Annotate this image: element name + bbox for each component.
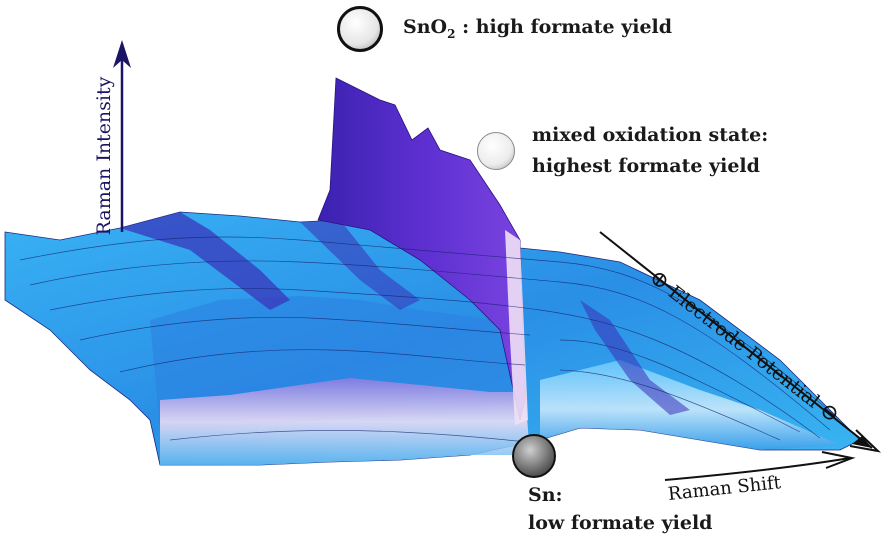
sno2-marker-ball bbox=[337, 6, 383, 52]
spectral-surface bbox=[4, 77, 861, 466]
sno2-peak-face bbox=[505, 230, 528, 425]
sn-annotation-line1: Sn: bbox=[528, 484, 563, 506]
mixed-annotation-line1: mixed oxidation state: bbox=[532, 124, 769, 146]
y-axis-label: Raman Intensity bbox=[93, 76, 115, 236]
sn-annotation-line2: low formate yield bbox=[528, 512, 713, 534]
surface-right-ridge bbox=[580, 300, 690, 415]
sno2-text: : high formate yield bbox=[462, 16, 673, 38]
surface-right-band bbox=[540, 360, 840, 450]
surface-gridlines bbox=[19, 236, 841, 443]
sn-marker-ball bbox=[512, 434, 556, 478]
z-axis-arrow bbox=[599, 231, 882, 453]
sno2-peak bbox=[317, 77, 526, 421]
sno2-subscript: 2 bbox=[447, 26, 456, 41]
y-axis-arrow bbox=[113, 40, 131, 232]
mixed-annotation-line2: highest formate yield bbox=[532, 155, 760, 177]
x-axis-arrow bbox=[664, 451, 856, 481]
mixed-marker-ball bbox=[477, 132, 515, 170]
sno2-formula: SnO bbox=[403, 16, 448, 38]
sno2-annotation: SnO2 : high formate yield bbox=[403, 16, 672, 41]
surface-front-band bbox=[160, 378, 530, 465]
surface-left-ridge bbox=[120, 212, 290, 310]
